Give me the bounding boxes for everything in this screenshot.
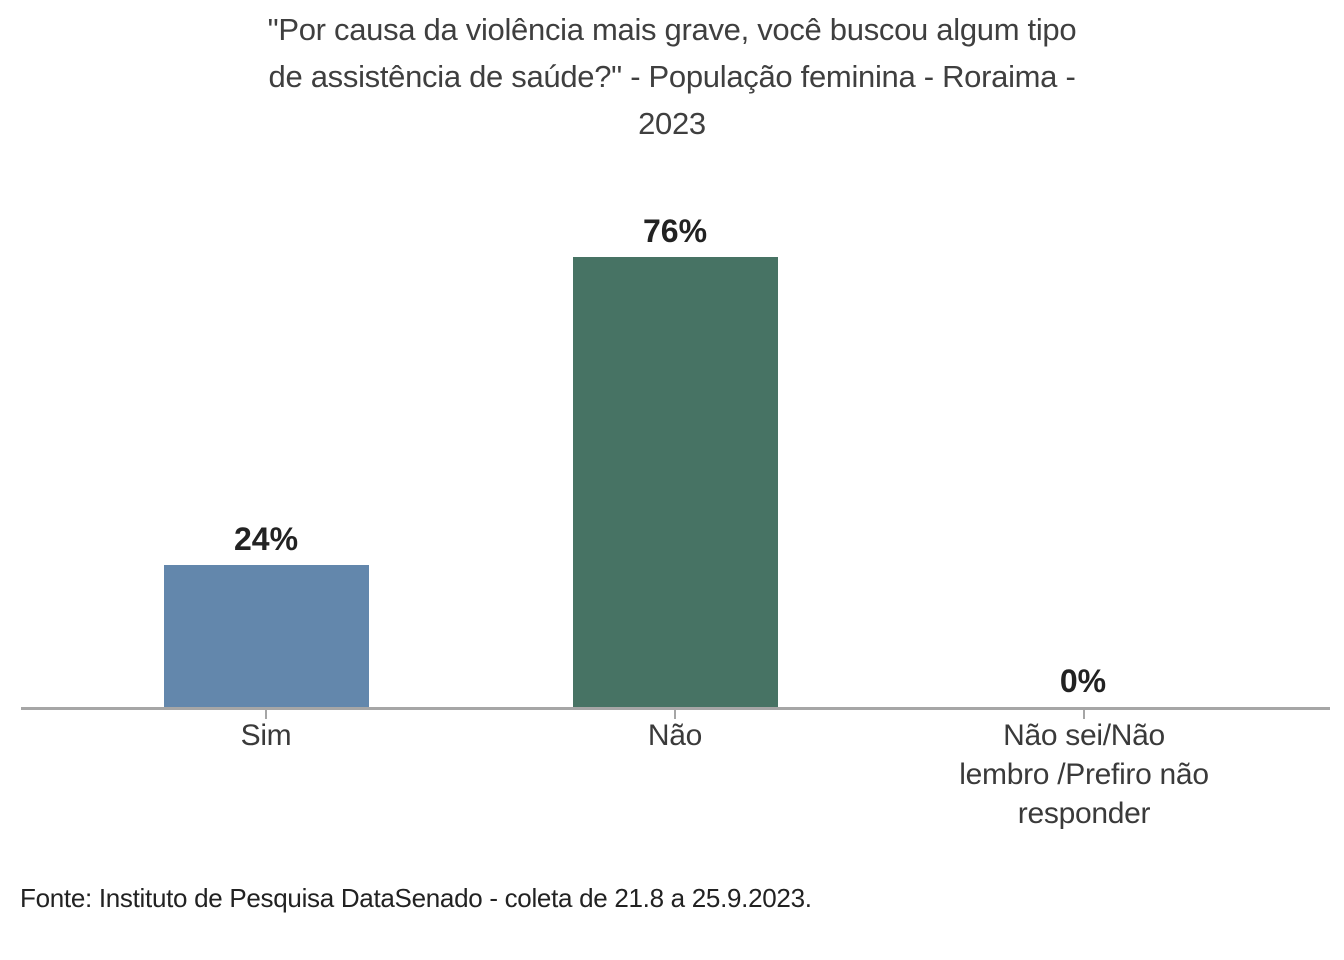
value-label-nao: 76% [642,213,708,249]
footnotes: Fonte: Instituto de Pesquisa DataSenado … [20,841,1200,960]
chart-title: "Por causa da violência mais grave, você… [267,12,1077,141]
bar-sim [164,565,369,707]
category-label-nao-sei: Não sei/Não lembro /Prefiro não responde… [959,719,1209,830]
value-label-nao-sei: 0% [1059,663,1107,699]
x-axis-line [21,707,1330,710]
value-label-sim: 24% [233,521,299,557]
source-note: Fonte: Instituto de Pesquisa DataSenado … [20,883,812,913]
category-label-nao: Não [647,719,703,752]
axis-tick-sim [265,710,267,719]
axis-tick-nao [674,710,676,719]
method-note: Nota: Questão respondida por quem declar… [20,955,1200,960]
axis-tick-nao-sei [1083,710,1085,719]
bar-nao [573,257,778,707]
category-label-sim: Sim [240,719,292,752]
